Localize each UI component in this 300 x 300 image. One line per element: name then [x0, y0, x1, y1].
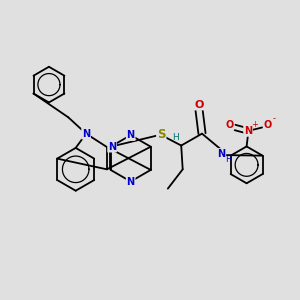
Text: N: N	[82, 129, 90, 139]
Text: O: O	[264, 120, 272, 130]
Text: N: N	[108, 142, 116, 152]
Text: -: -	[272, 115, 275, 124]
Text: S: S	[157, 128, 166, 141]
Text: N: N	[217, 149, 225, 159]
Text: +: +	[251, 120, 258, 129]
Text: N: N	[244, 126, 252, 136]
Text: N: N	[127, 130, 135, 140]
Text: O: O	[194, 100, 204, 110]
Text: H: H	[225, 155, 231, 164]
Text: O: O	[225, 120, 233, 130]
Text: N: N	[127, 177, 135, 187]
Text: H: H	[172, 133, 179, 142]
